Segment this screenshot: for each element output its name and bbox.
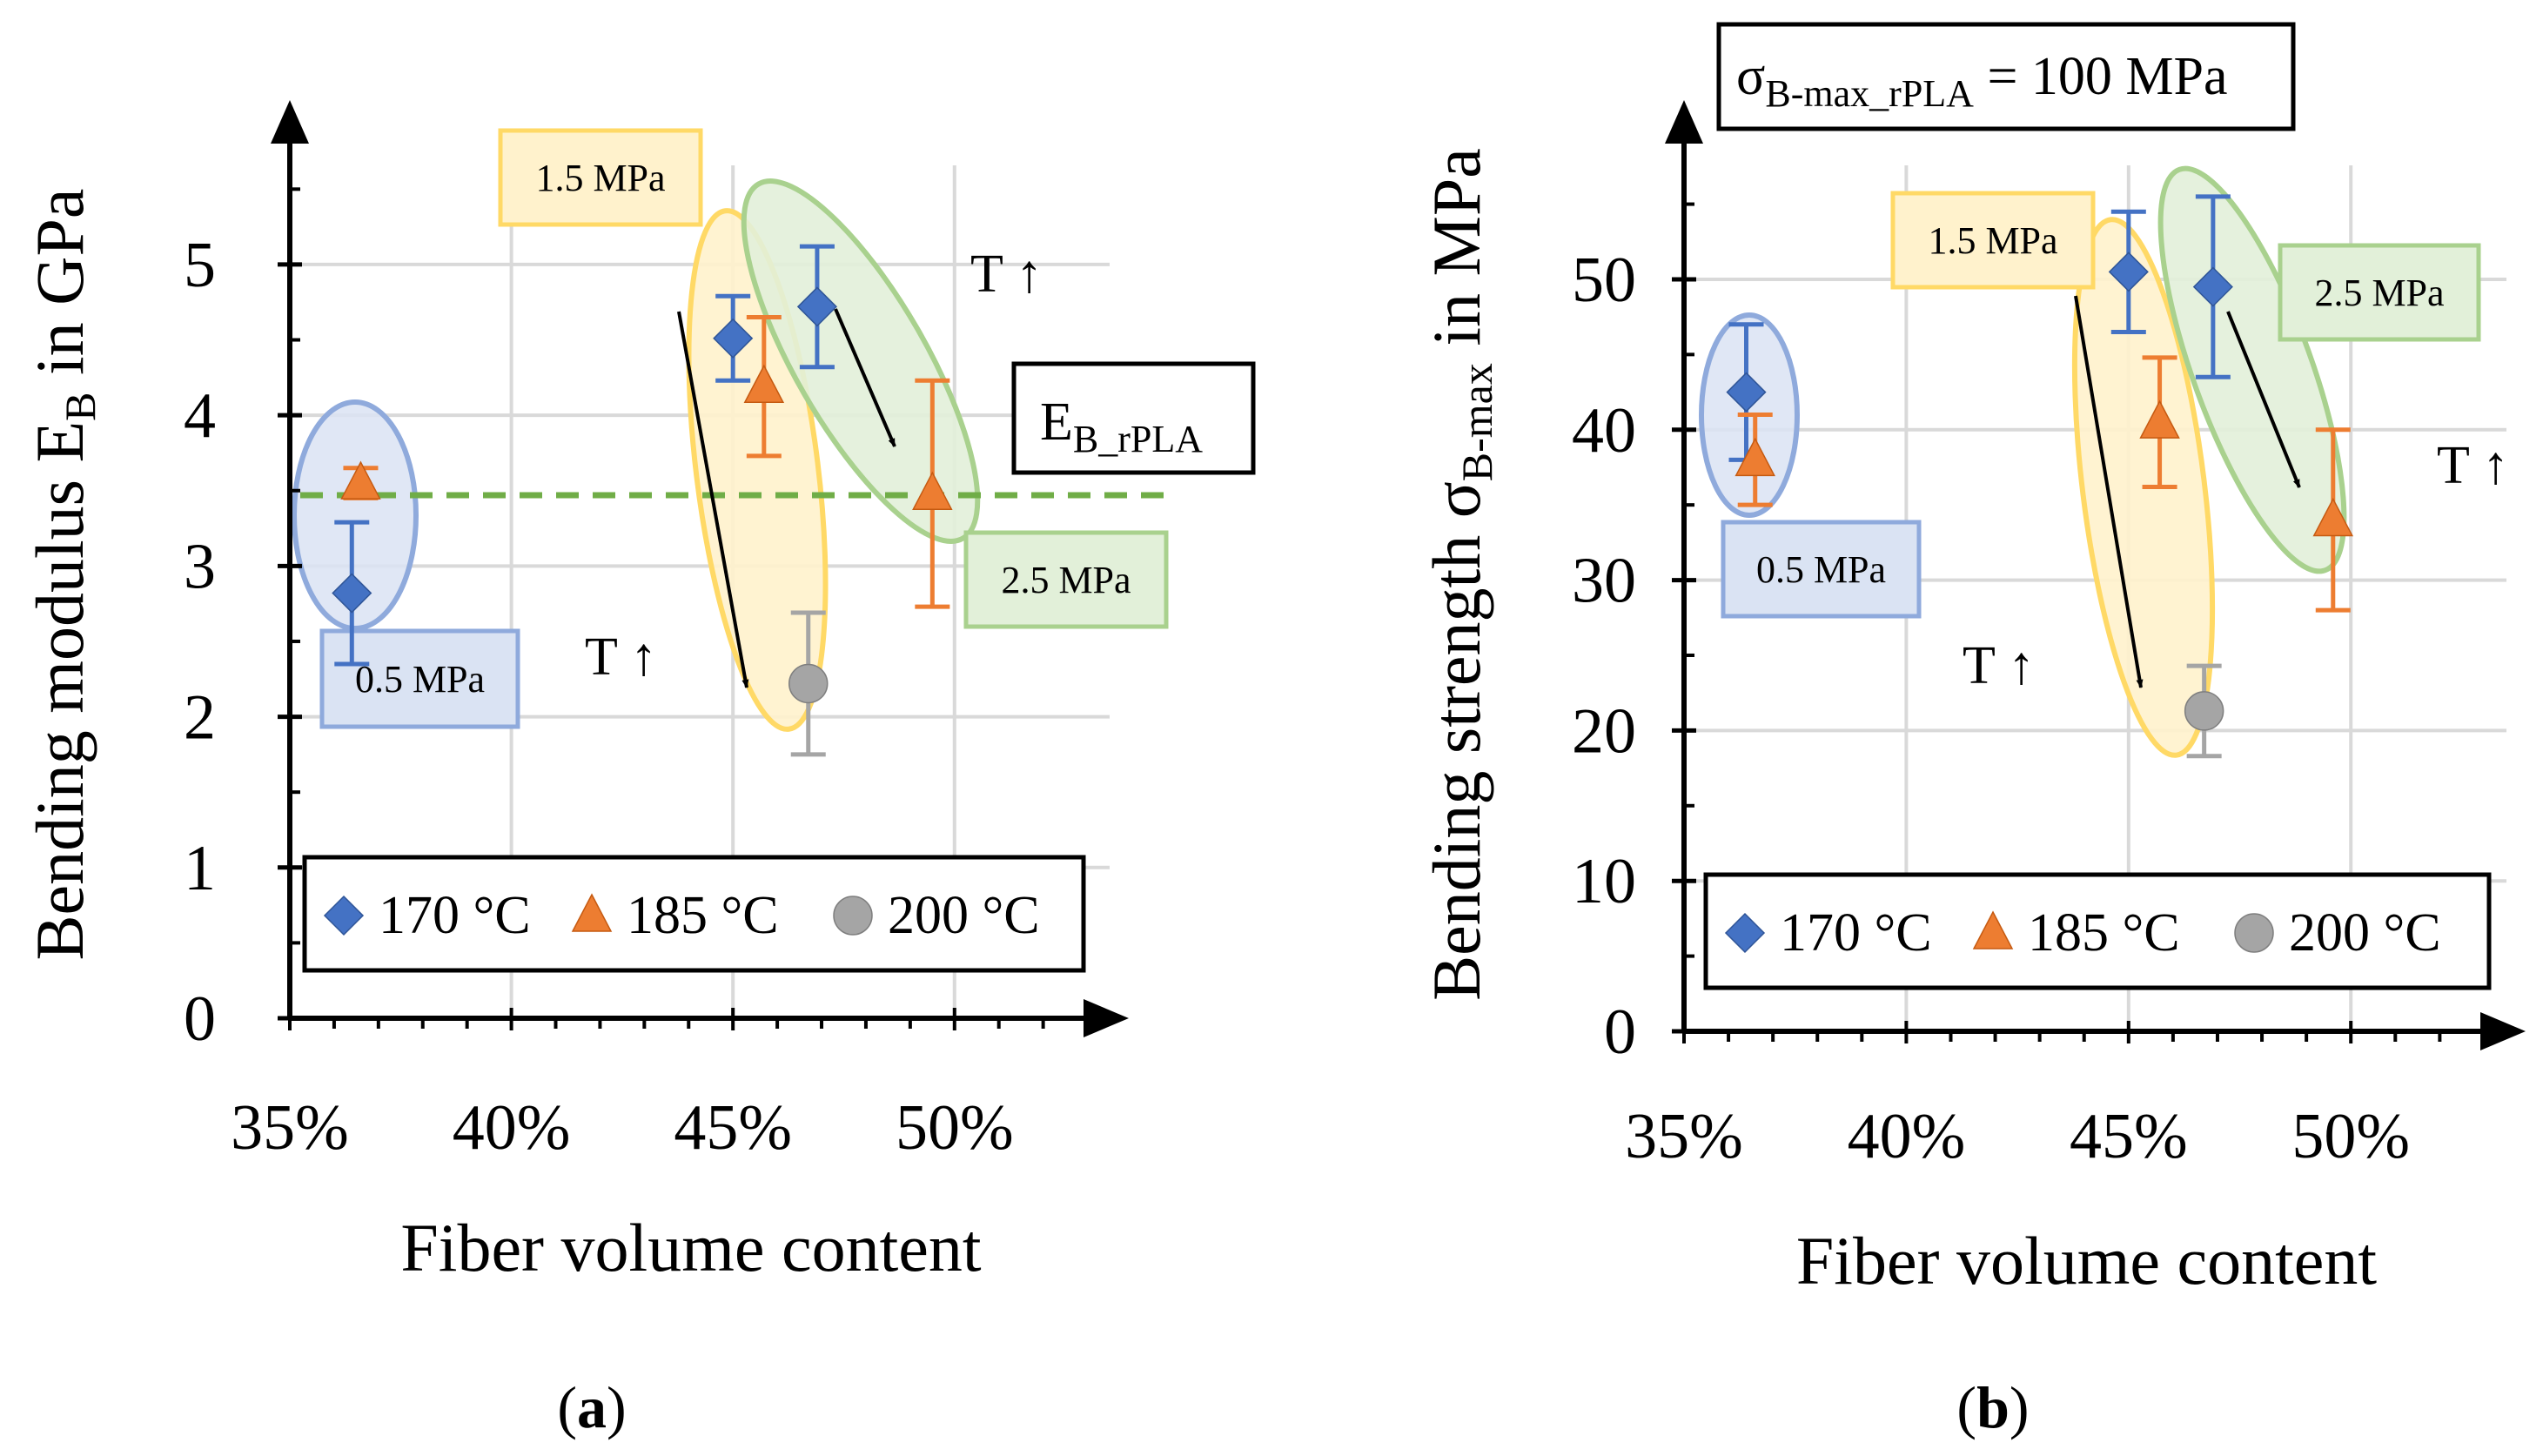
x-axis-title: Fiber volume content (400, 1210, 982, 1285)
reference-label-box (1011, 361, 1256, 475)
y-tick-label: 2 (184, 682, 216, 754)
legend-box (1703, 872, 2492, 990)
legend-marker-triangle (1972, 910, 2014, 949)
group-0.5mpa-ellipse (292, 399, 419, 631)
legend-marker-circle (2234, 913, 2274, 953)
data-point-diamond (1726, 372, 1767, 413)
x-tick-label: 45% (2070, 1101, 2188, 1172)
group-1.5mpa-box (1890, 191, 2096, 290)
group-2.5mpa-ellipse (741, 178, 981, 544)
trend-arrow-1.5mpa (2074, 295, 2144, 688)
x-tick-label: 45% (674, 1092, 792, 1164)
panel-label: (a) (557, 1374, 626, 1440)
y-tick-label: 10 (1572, 846, 1636, 917)
trend-arrow-2.5mpa (834, 308, 896, 447)
trend-arrow-2.5mpa (2226, 311, 2301, 488)
data-point-triangle (1734, 437, 1775, 477)
trend-label-1.5mpa: T ↑ (585, 627, 657, 687)
group-2.5mpa-label: 2.5 MPa (2314, 272, 2444, 314)
y-tick-label: 20 (1572, 695, 1636, 767)
reference-label-box (1716, 22, 2296, 131)
legend-label: 185 °C (2028, 903, 2180, 963)
x-tick-label: 40% (453, 1092, 571, 1164)
data-point-triangle (340, 460, 381, 500)
panel-label: (b) (1956, 1374, 2029, 1440)
trend-label-2.5mpa: T ↑ (2437, 436, 2509, 495)
y-tick-label: 30 (1572, 546, 1636, 617)
data-point-circle (2184, 691, 2224, 731)
group-2.5mpa-box (963, 530, 1169, 629)
chart-a-bending-modulus: 0 1 2 3 4 5 35% 40% 45% 50% Fiber volume content Be… (22, 100, 1256, 1440)
data-point-circle (788, 663, 829, 704)
legend-box (302, 855, 1086, 973)
data-point-triangle (2139, 399, 2180, 439)
x-tick-label: 40% (1848, 1101, 1966, 1172)
data-point-triangle (743, 364, 785, 403)
legend-label: 170 °C (379, 886, 531, 945)
y-tick-label: 0 (184, 983, 216, 1055)
x-tick-label: 50% (896, 1092, 1014, 1164)
legend-label: 200 °C (2289, 903, 2441, 963)
group-2.5mpa-box (2278, 243, 2481, 342)
group-1.5mpa-label: 1.5 MPa (535, 157, 665, 199)
x-tick-label: 35% (1625, 1101, 1743, 1172)
group-0.5mpa-label: 0.5 MPa (355, 658, 485, 701)
trend-arrow-1.5mpa (677, 311, 749, 688)
y-axis-title: Bending modulus EB in GPa (22, 188, 104, 960)
data-point-diamond (713, 318, 754, 359)
x-axis-title: Fiber volume content (1796, 1223, 2378, 1298)
y-tick-label: 4 (184, 380, 216, 452)
y-tick-label: 50 (1572, 245, 1636, 316)
legend-label: 200 °C (888, 886, 1040, 945)
x-axis-arrowhead (2480, 1012, 2526, 1050)
group-0.5mpa-label: 0.5 MPa (1756, 548, 1886, 591)
y-tick-label: 3 (184, 531, 216, 602)
y-axis-title: Bending strength σB-max in MPa (1419, 148, 1501, 1001)
legend-marker-triangle (571, 893, 613, 932)
y-tick-label: 5 (184, 230, 216, 301)
data-point-diamond (2108, 252, 2149, 292)
group-1.5mpa-label: 1.5 MPa (1928, 219, 2057, 262)
y-tick-label: 0 (1604, 996, 1636, 1068)
trend-label-1.5mpa: T ↑ (1963, 636, 2035, 695)
reference-label: EB_rPLA (1040, 393, 1203, 460)
y-axis-arrowhead (271, 100, 309, 144)
legend-marker-diamond (323, 895, 365, 936)
y-tick-label: 1 (184, 833, 216, 904)
x-tick-label: 50% (2291, 1101, 2410, 1172)
data-point-triangle (2312, 497, 2354, 537)
data-point-diamond (2192, 266, 2233, 307)
group-1.5mpa-box (498, 128, 703, 227)
group-0.5mpa-box (319, 628, 520, 729)
data-point-triangle (912, 471, 953, 510)
group-2.5mpa-label: 2.5 MPa (1001, 559, 1131, 601)
data-point-diamond (332, 573, 372, 614)
legend-marker-diamond (1724, 912, 1766, 954)
legend-label: 185 °C (627, 886, 779, 945)
reference-label: σB-max_rPLA = 100 MPa (1736, 47, 2228, 115)
legend-marker-circle (833, 896, 873, 936)
y-tick-label: 40 (1572, 395, 1636, 466)
chart-b-bending-strength: 0 10 20 30 40 50 35% 40% 45% 50% Fiber volume cont… (1419, 22, 2526, 1440)
trend-label-2.5mpa: T ↑ (970, 245, 1043, 304)
data-point-diamond (796, 286, 837, 327)
x-tick-label: 35% (231, 1092, 349, 1164)
x-axis-arrowhead (1084, 999, 1129, 1037)
group-0.5mpa-box (1721, 520, 1922, 619)
y-axis-arrowhead (1665, 100, 1703, 144)
legend-label: 170 °C (1780, 903, 1932, 963)
